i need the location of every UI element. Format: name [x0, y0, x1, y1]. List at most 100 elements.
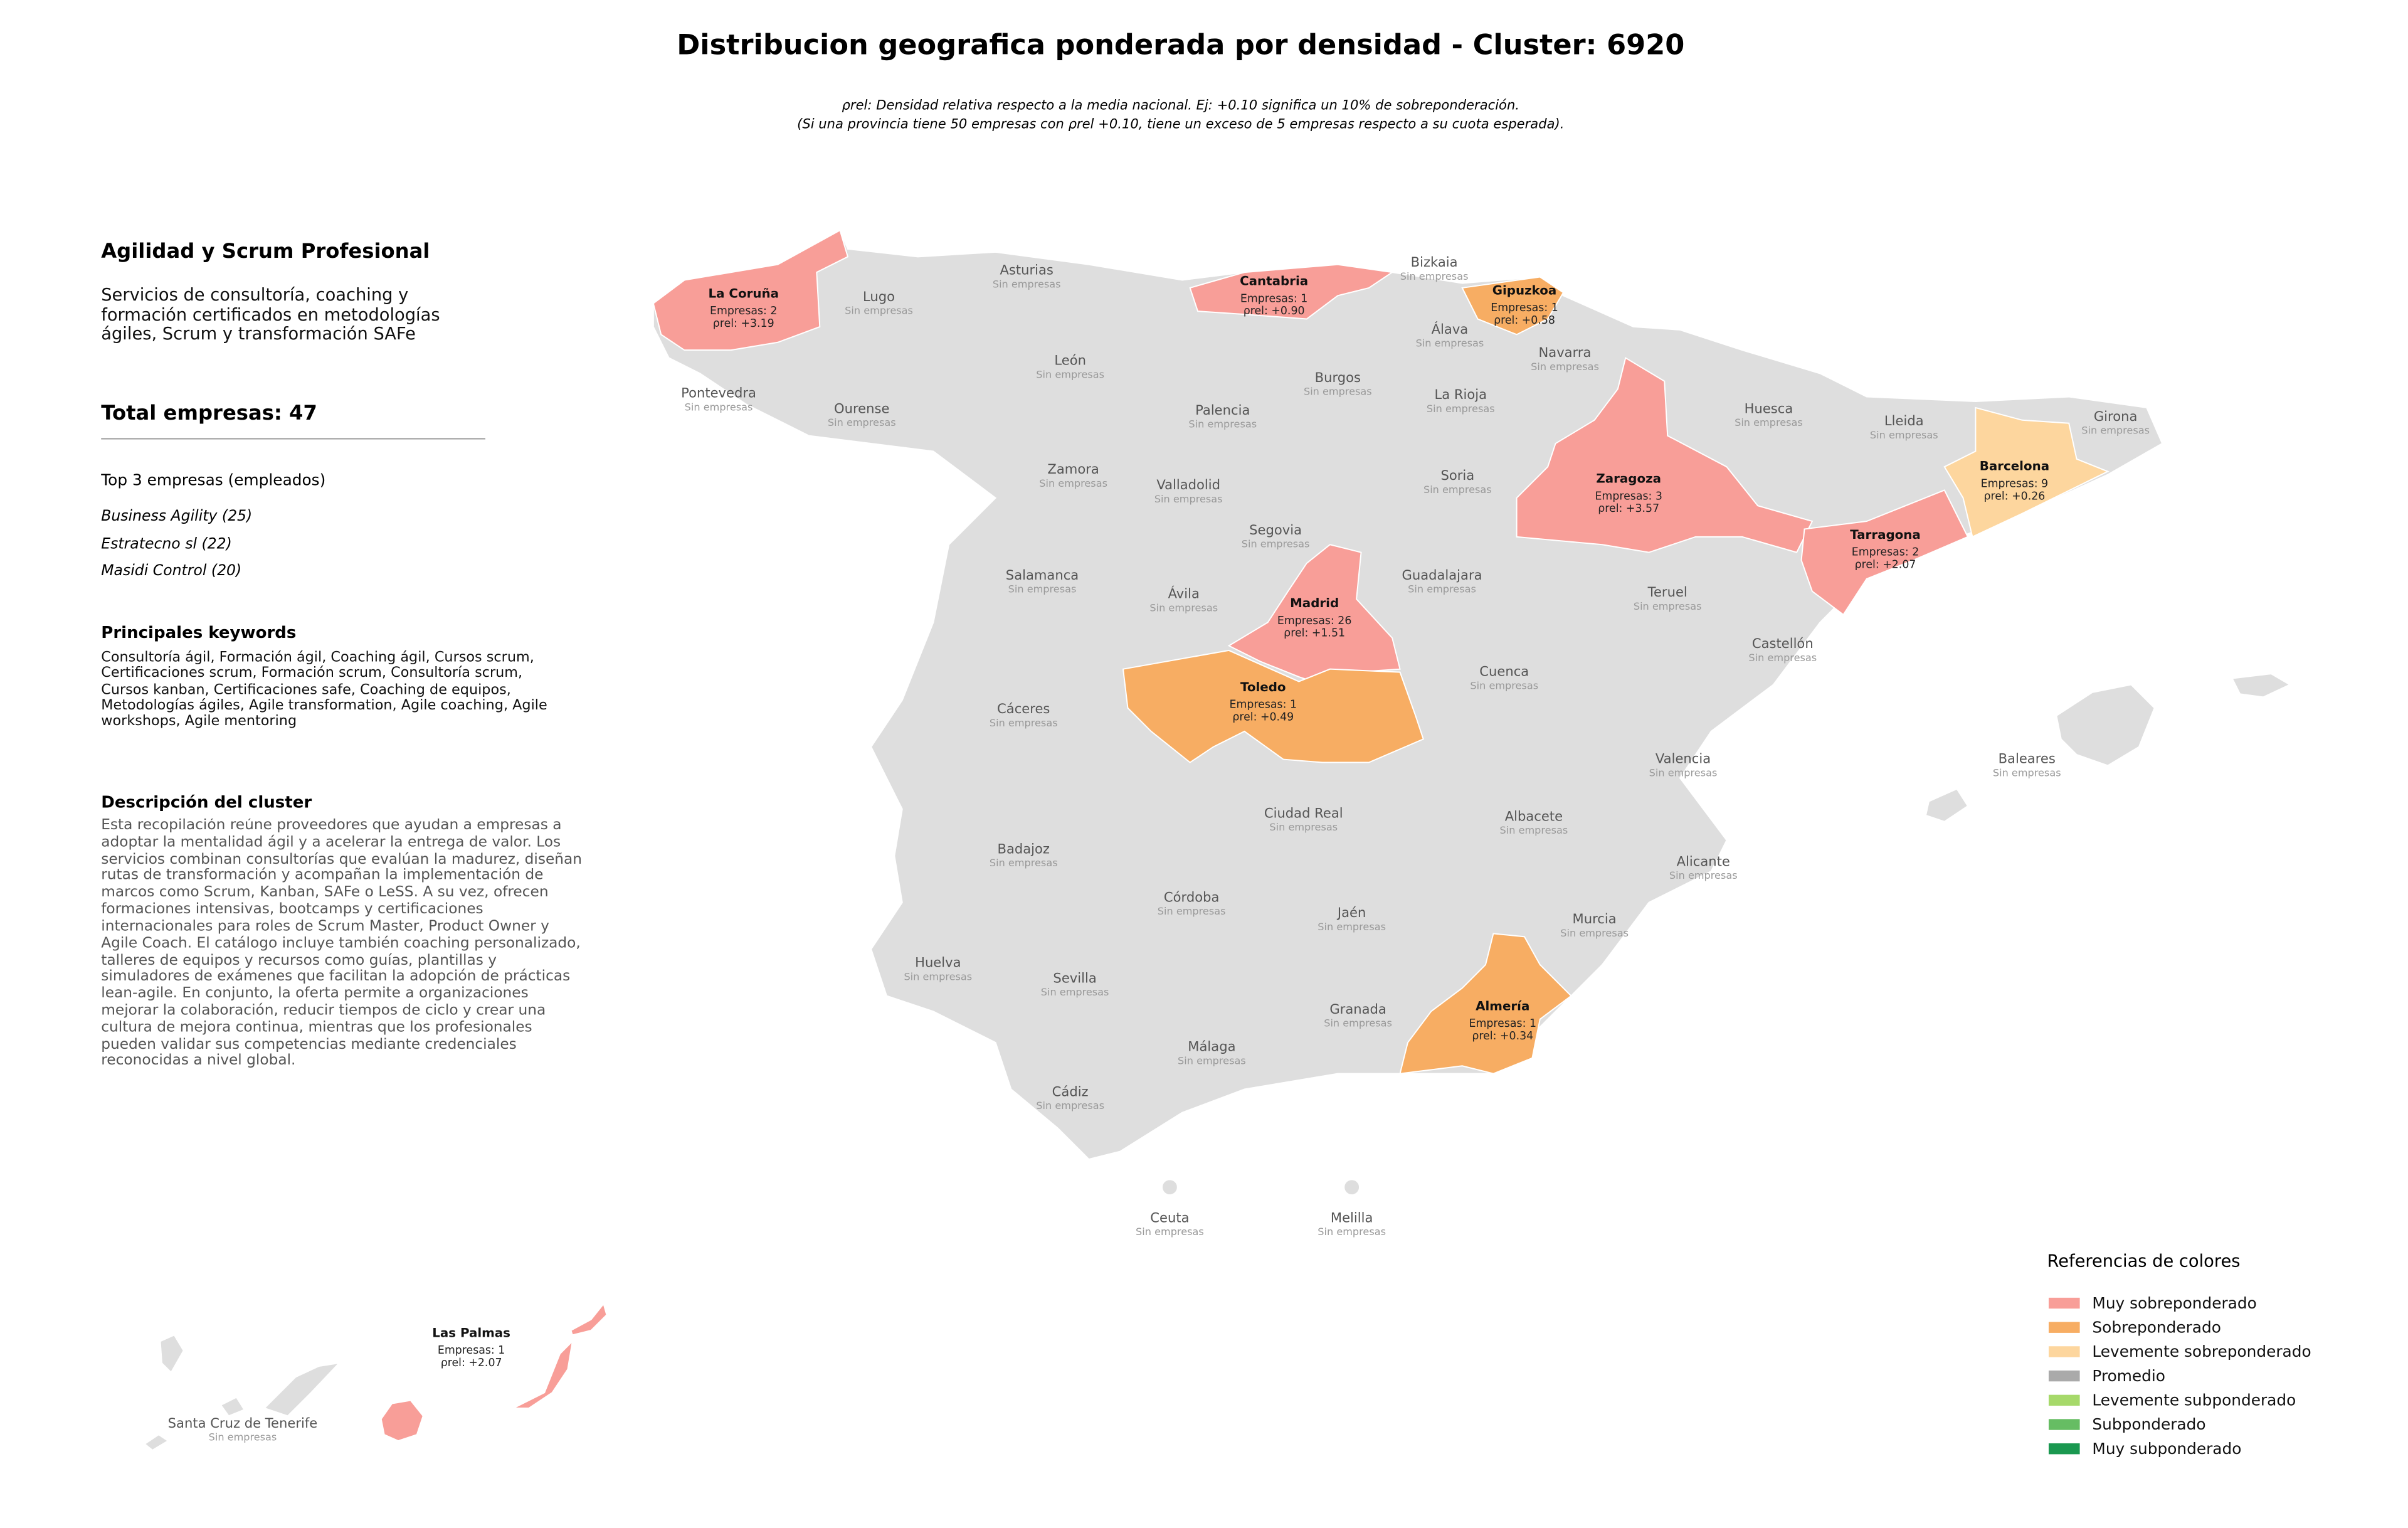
province-name: Lleida	[1884, 413, 1924, 428]
province-name: Córdoba	[1164, 889, 1219, 905]
province-name: Madrid	[1290, 596, 1339, 610]
province-name: Castellón	[1752, 635, 1814, 651]
province-shape	[652, 229, 849, 351]
legend-swatch	[2048, 1322, 2080, 1333]
province-status: Sin empresas	[1036, 368, 1104, 380]
province-name: Alicante	[1677, 853, 1730, 869]
province-count: Empresas: 1	[1240, 292, 1307, 305]
province-name: Badajoz	[997, 841, 1050, 856]
province-status: Sin empresas	[1993, 767, 2061, 778]
province-shape	[380, 1399, 424, 1442]
province-status: Sin empresas	[904, 970, 972, 982]
sidebar-heading: Agilidad y Scrum Profesional	[101, 239, 430, 263]
province-name: Murcia	[1573, 911, 1617, 926]
total: Total empresas: 47	[101, 401, 317, 425]
province-name: Sevilla	[1053, 970, 1096, 985]
province-status: Sin empresas	[993, 278, 1061, 290]
keywords-box: Consultoría ágil, Formación ágil, Coachi…	[101, 650, 547, 731]
province-name: Pontevedra	[681, 385, 756, 401]
legend-label: Muy subponderado	[2092, 1440, 2241, 1458]
legend: Referencias de colores Muy sobreponderad…	[2047, 1251, 2311, 1458]
province-name: Tarragona	[1850, 528, 1921, 542]
province-status: Sin empresas	[1427, 403, 1495, 415]
province-status: Sin empresas	[1500, 824, 1568, 836]
legend-label: Muy sobreponderado	[2092, 1294, 2256, 1312]
province-rho: ρrel: +0.90	[1244, 305, 1305, 317]
province-shape	[570, 1302, 608, 1336]
province-name: León	[1054, 353, 1086, 368]
province-name: Huelva	[915, 955, 961, 970]
province-name: Cuenca	[1479, 664, 1529, 679]
province-name: Toledo	[1240, 680, 1286, 694]
province-name: Guadalajara	[1402, 567, 1482, 583]
la-gomera	[219, 1396, 245, 1417]
province-name: Navarra	[1539, 344, 1592, 360]
highlighted-provinces	[380, 229, 2110, 1442]
province-name: Las Palmas	[432, 1325, 510, 1340]
province-shape	[1399, 933, 1572, 1074]
description: Esta recopilación reúne proveedores que …	[101, 818, 583, 1070]
province-status: Sin empresas	[1408, 583, 1476, 595]
province-status: Sin empresas	[1735, 416, 1803, 428]
province-status: Sin empresas	[1136, 1226, 1204, 1238]
province-status: Sin empresas	[1423, 484, 1492, 496]
province-shape	[1800, 489, 1969, 616]
subtitle: ρrel: Densidad relativa respecto a la me…	[842, 97, 1519, 113]
province-name: Ávila	[1168, 586, 1200, 602]
province-name: Ciudad Real	[1264, 805, 1343, 820]
province-status: Sin empresas	[1531, 361, 1599, 373]
province-rho: ρrel: +2.07	[441, 1357, 502, 1369]
province-name: Asturias	[1000, 262, 1053, 278]
province-name: Gipuzkoa	[1492, 283, 1557, 297]
province-name: Soria	[1440, 467, 1474, 483]
legend-swatch	[2048, 1419, 2080, 1430]
keywords-heading: Principales keywords	[101, 623, 296, 642]
province-status: Sin empresas	[1242, 538, 1310, 550]
province-name: Cádiz	[1052, 1083, 1089, 1099]
province-rho: ρrel: +0.49	[1232, 711, 1294, 724]
province-status: Sin empresas	[1269, 821, 1338, 833]
keywords: Consultoría ágil, Formación ágil, Coachi…	[101, 650, 547, 731]
province-status: Sin empresas	[2081, 425, 2150, 437]
province-name: Teruel	[1647, 584, 1687, 600]
la-palma	[159, 1334, 184, 1374]
el-hierro	[144, 1433, 169, 1451]
top-item: Estratecno sl (22)	[101, 535, 232, 553]
legend-swatch	[2048, 1346, 2080, 1357]
legend-label: Subponderado	[2092, 1415, 2205, 1433]
legend-label: Levemente subponderado	[2092, 1391, 2296, 1409]
province-shape	[513, 1339, 574, 1409]
province-rho: ρrel: +3.19	[713, 317, 774, 330]
province-rho: ρrel: +1.51	[1284, 627, 1345, 640]
province-status: Sin empresas	[990, 857, 1058, 869]
province-name: Álava	[1432, 321, 1469, 337]
province-name: La Coruña	[708, 286, 778, 300]
legend-label: Levemente sobreponderado	[2092, 1342, 2311, 1361]
province-shape	[1943, 406, 2110, 538]
province-name: Baleares	[1999, 751, 2056, 767]
province-shape	[1189, 263, 1394, 320]
province-status: Sin empresas	[1039, 477, 1107, 489]
legend-swatch	[2048, 1297, 2080, 1309]
province-status: Sin empresas	[845, 305, 913, 317]
legend-label: Promedio	[2092, 1367, 2165, 1385]
province-name: La Rioja	[1435, 386, 1487, 402]
province-name: Cáceres	[997, 701, 1050, 716]
top-item: Business Agility (25)	[101, 507, 252, 524]
ceuta	[1161, 1179, 1178, 1196]
ibiza	[1925, 788, 1969, 822]
province-name: Salamanca	[1006, 567, 1079, 583]
province-count: Empresas: 26	[1277, 615, 1352, 627]
province-status: Sin empresas	[1400, 270, 1469, 282]
province-status: Sin empresas	[1041, 986, 1109, 998]
province-name: Santa Cruz de Tenerife	[168, 1415, 318, 1431]
top-item: Masidi Control (20)	[101, 561, 241, 579]
province-count: Empresas: 2	[1852, 546, 1919, 559]
province-name: Almería	[1476, 999, 1529, 1013]
province-rho: ρrel: +2.07	[1855, 558, 1916, 571]
province-status: Sin empresas	[1149, 602, 1218, 613]
province-rho: ρrel: +0.34	[1472, 1030, 1533, 1043]
province-shape	[1122, 649, 1424, 763]
